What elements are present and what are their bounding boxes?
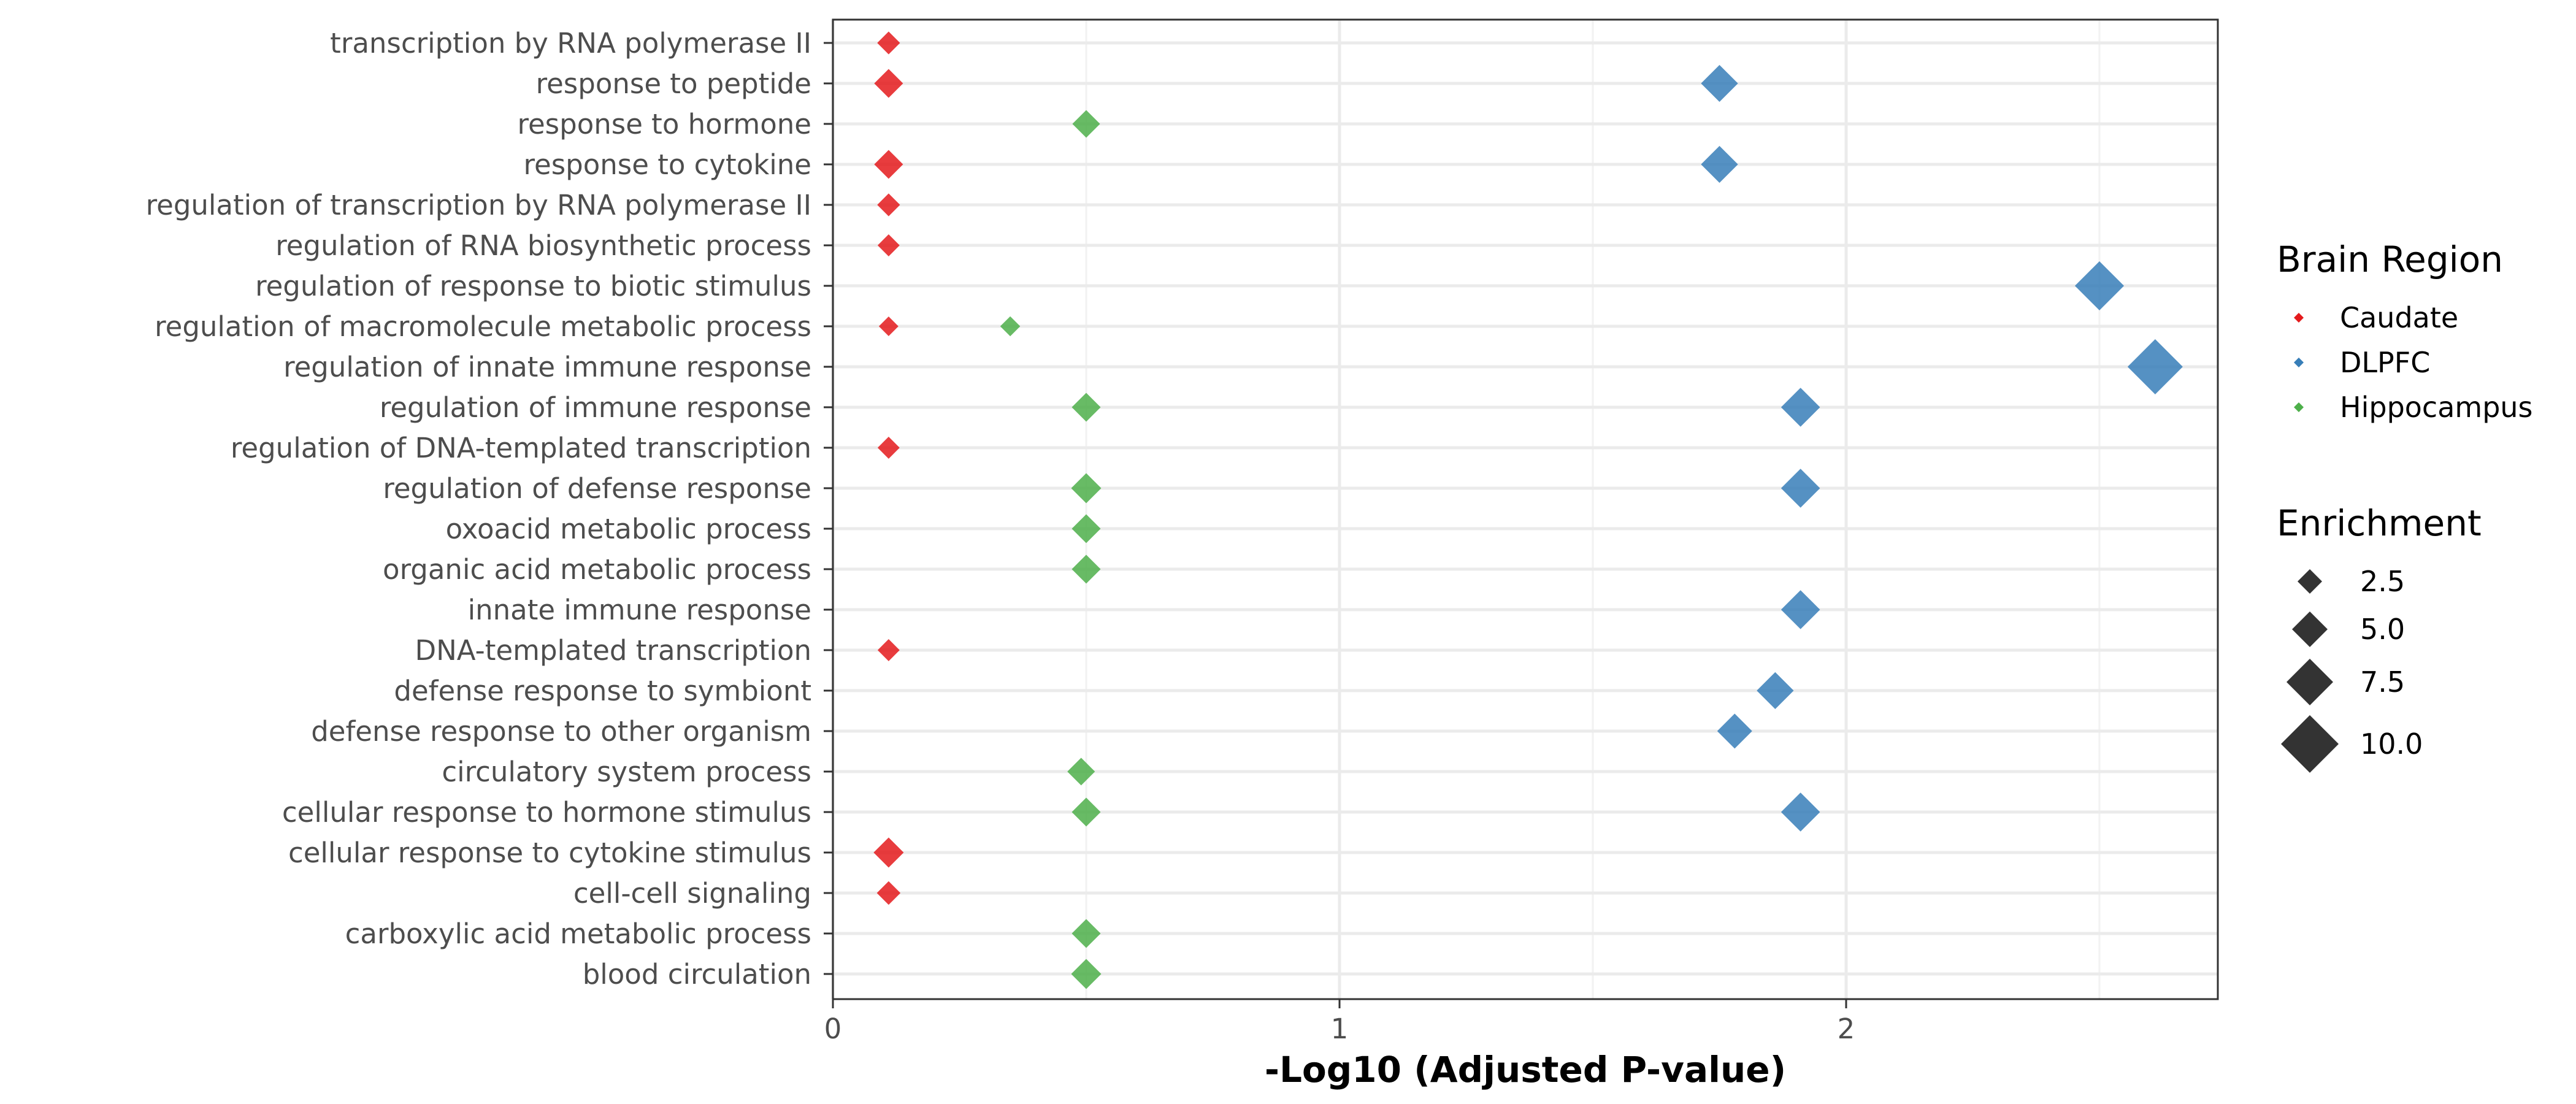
data-point-caudate xyxy=(877,31,900,55)
legend-key-caudate xyxy=(2294,313,2304,323)
data-point-caudate xyxy=(877,193,900,217)
y-tick-label: regulation of RNA biosynthetic process xyxy=(275,229,811,262)
x-axis: 0 1 2 xyxy=(824,999,1855,1045)
y-axis: transcription by RNA polymerase II respon… xyxy=(146,27,833,991)
plot-panel xyxy=(833,20,2218,999)
y-tick-label: regulation of transcription by RNA polym… xyxy=(146,189,811,221)
data-point-dlpfc xyxy=(1701,64,1738,102)
y-tick-label: response to cytokine xyxy=(524,148,812,181)
plot-border xyxy=(832,18,2219,1000)
grid-lines xyxy=(831,20,2218,999)
y-tick-label: regulation of defense response xyxy=(383,472,811,505)
data-point-dlpfc xyxy=(1701,145,1738,183)
data-points xyxy=(873,31,2183,989)
y-tick-label: regulation of macromolecule metabolic pr… xyxy=(155,310,811,343)
color-legend-title: Brain Region xyxy=(2277,239,2503,280)
data-point-caudate xyxy=(874,69,903,98)
y-tick-label: oxoacid metabolic process xyxy=(446,513,811,545)
legend-label: Hippocampus xyxy=(2340,391,2533,424)
y-tick-label: regulation of immune response xyxy=(380,391,811,424)
data-point-hippocampus xyxy=(1071,919,1101,948)
data-point-dlpfc xyxy=(1781,469,1820,508)
data-point-dlpfc xyxy=(1757,672,1794,710)
y-tick-label: response to peptide xyxy=(536,67,811,100)
data-point-hippocampus xyxy=(1071,554,1101,584)
y-tick-label: carboxylic acid metabolic process xyxy=(345,918,811,950)
y-tick-label: circulatory system process xyxy=(442,756,811,788)
data-point-dlpfc xyxy=(1781,388,1820,427)
x-tick-label: 2 xyxy=(1838,1013,1855,1045)
size-legend-label: 10.0 xyxy=(2360,727,2423,761)
data-point-dlpfc xyxy=(2074,261,2125,311)
y-tick-label: innate immune response xyxy=(468,594,811,626)
y-tick-label: regulation of response to biotic stimulu… xyxy=(255,270,811,302)
data-point-hippocampus xyxy=(1071,393,1101,422)
data-point-dlpfc xyxy=(1781,792,1820,832)
size-legend-label: 2.5 xyxy=(2360,565,2405,598)
data-point-caudate xyxy=(873,837,904,868)
y-tick-label: blood circulation xyxy=(583,958,811,991)
data-point-dlpfc xyxy=(1781,590,1820,629)
data-point-caudate xyxy=(877,234,900,256)
y-tick-label: cell-cell signaling xyxy=(573,877,811,910)
size-legend-key xyxy=(2281,715,2339,773)
size-legend-key xyxy=(2298,569,2322,594)
legend-key-hippocampus xyxy=(2294,402,2304,412)
data-point-hippocampus xyxy=(1072,110,1100,138)
y-tick-label: regulation of DNA-templated transcriptio… xyxy=(231,432,811,464)
data-point-dlpfc xyxy=(2127,339,2183,394)
size-legend-key xyxy=(2287,659,2333,705)
x-tick-label: 0 xyxy=(824,1013,842,1045)
legend-label: Caudate xyxy=(2340,301,2458,334)
data-point-hippocampus xyxy=(1071,473,1102,504)
size-legend-key xyxy=(2292,611,2328,647)
data-point-caudate xyxy=(878,316,899,336)
x-tick-label: 1 xyxy=(1331,1013,1349,1045)
y-tick-label: defense response to other organism xyxy=(311,715,811,748)
x-axis-title: -Log10 (Adjusted P-value) xyxy=(1265,1049,1786,1091)
data-point-caudate xyxy=(874,150,903,179)
y-tick-label: defense response to symbiont xyxy=(394,675,811,707)
y-tick-label: transcription by RNA polymerase II xyxy=(330,27,811,59)
y-tick-label: organic acid metabolic process xyxy=(383,553,811,586)
data-point-caudate xyxy=(877,639,900,661)
data-point-hippocampus xyxy=(1071,514,1101,543)
data-point-hippocampus xyxy=(1000,316,1021,337)
y-tick-label: cellular response to cytokine stimulus xyxy=(288,837,811,869)
data-point-hippocampus xyxy=(1067,757,1095,786)
size-legend-label: 5.0 xyxy=(2360,613,2405,646)
y-tick-label: regulation of innate immune response xyxy=(283,351,811,383)
data-point-caudate xyxy=(877,437,900,459)
legend-label: DLPFC xyxy=(2340,346,2430,379)
size-legend-label: 7.5 xyxy=(2360,665,2405,699)
data-point-caudate xyxy=(876,881,901,905)
data-point-hippocampus xyxy=(1071,797,1101,827)
size-legend-title: Enrichment xyxy=(2277,502,2482,544)
y-tick-label: cellular response to hormone stimulus xyxy=(282,796,811,829)
legend-key-dlpfc xyxy=(2294,358,2304,367)
data-point-hippocampus xyxy=(1071,959,1102,989)
y-tick-label: response to hormone xyxy=(517,108,811,140)
y-tick-label: DNA-templated transcription xyxy=(415,634,811,667)
legend: Brain Region Enrichment Caudate DLPFC Hipp… xyxy=(2277,239,2533,773)
data-point-dlpfc xyxy=(1717,713,1752,749)
